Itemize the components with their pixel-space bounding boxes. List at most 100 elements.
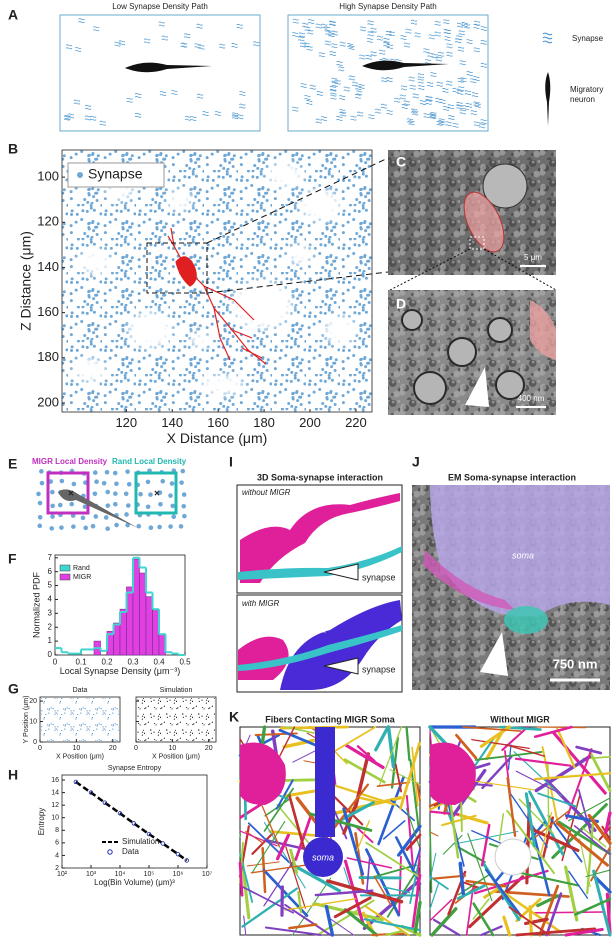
fiber [343,867,351,888]
synapse-glyph [457,46,465,52]
fiber [508,906,551,936]
fiber [430,907,458,937]
synapse-glyph [300,83,307,88]
synapse-glyph [444,29,452,35]
density-dot [170,503,175,509]
data-point [102,800,108,805]
synapse-glyph [408,120,415,126]
fiber [316,899,375,936]
synapse-glyph [291,32,299,37]
panel-label: B [8,141,18,157]
fiber [247,822,290,863]
synapse-glyph [231,42,238,48]
synapse-glyph [458,30,465,36]
x-tick-label: 220 [345,415,367,430]
panel-title: EM Soma-synapse interaction [448,472,576,482]
density-dot [94,479,99,485]
synapse-glyph [236,114,244,120]
synapse-glyph [411,110,419,116]
fiber [485,868,523,917]
density-dot [114,522,119,528]
fiber [385,930,403,937]
x-tick-label: 0.5 [179,657,191,666]
fiber [528,905,533,937]
synapse-glyph [214,111,222,116]
path-box [287,14,489,132]
fiber [239,830,278,847]
panel-label: C [396,154,406,170]
y-tick-label: 140 [37,259,59,274]
fiber [533,772,612,781]
synapse-glyph [198,44,205,50]
legend-marker [107,849,113,855]
fiber [449,804,460,859]
data-point [160,841,166,846]
synapse-glyph [462,105,470,111]
synapse-glyph [460,77,467,83]
legend-box [67,162,165,188]
synapse-glyph [445,80,453,86]
synapse-glyph [171,90,178,95]
density-dot [59,478,65,484]
density-dot [37,523,43,529]
density-dot [113,501,118,507]
fiber [474,751,543,761]
synapse-glyph [435,97,442,103]
synapse-glyph [92,26,100,32]
density-dot [112,470,118,476]
chart-title: Data [73,687,88,694]
density-dot [125,469,130,474]
synapse-glyph [425,99,432,105]
synapse-glyph [410,108,418,114]
fiber [577,789,594,840]
x-tick-label: 10³ [86,871,97,878]
fiber [472,898,490,920]
synapse-glyph [238,103,246,109]
density-dot [50,514,55,519]
y-tick-label: 4 [48,595,53,604]
synapse-glyph [431,53,438,59]
synapse-glyph [434,31,441,37]
fiber [575,745,603,755]
density-dot [157,524,162,530]
synapse-glyph [419,100,427,106]
synapse-glyph [406,118,414,124]
x-tick-label: 10⁶ [173,871,184,878]
x-tick-label: 10 [168,745,176,752]
synapse-glyph [370,51,377,57]
em-structures [401,309,525,405]
synapse-glyph [298,32,306,38]
center-mark: × [154,489,160,500]
synapse-glyph [480,119,487,125]
void [79,250,111,274]
x-tick-label: 160 [207,415,229,430]
panel-label: F [8,551,17,567]
fiber [377,775,405,846]
fiber [429,828,433,894]
y-tick-label: 8 [55,827,59,834]
voids [74,163,356,395]
synapse-glyph [74,47,82,52]
fiber [534,754,592,793]
density-dot [168,493,173,498]
y-tick-label: 1 [48,636,53,645]
panel-title: Low Synapse Density Path [112,2,208,11]
point-texture [41,698,119,741]
synapse-glyph [161,35,169,41]
fiber [429,898,453,922]
fiber [455,844,486,864]
fiber [585,869,610,878]
fiber [458,861,465,896]
fiber [251,832,274,855]
density-dot [182,513,187,519]
synapse-glyph [330,89,337,95]
synapse-glyph [370,27,377,33]
synapse-glyph [418,85,425,91]
fiber [365,848,401,917]
data-point [73,779,79,785]
fiber [405,794,414,867]
synapse-glyph [442,105,450,111]
synapse-glyph [438,120,445,125]
data-point [117,811,123,816]
fiber [297,891,303,914]
